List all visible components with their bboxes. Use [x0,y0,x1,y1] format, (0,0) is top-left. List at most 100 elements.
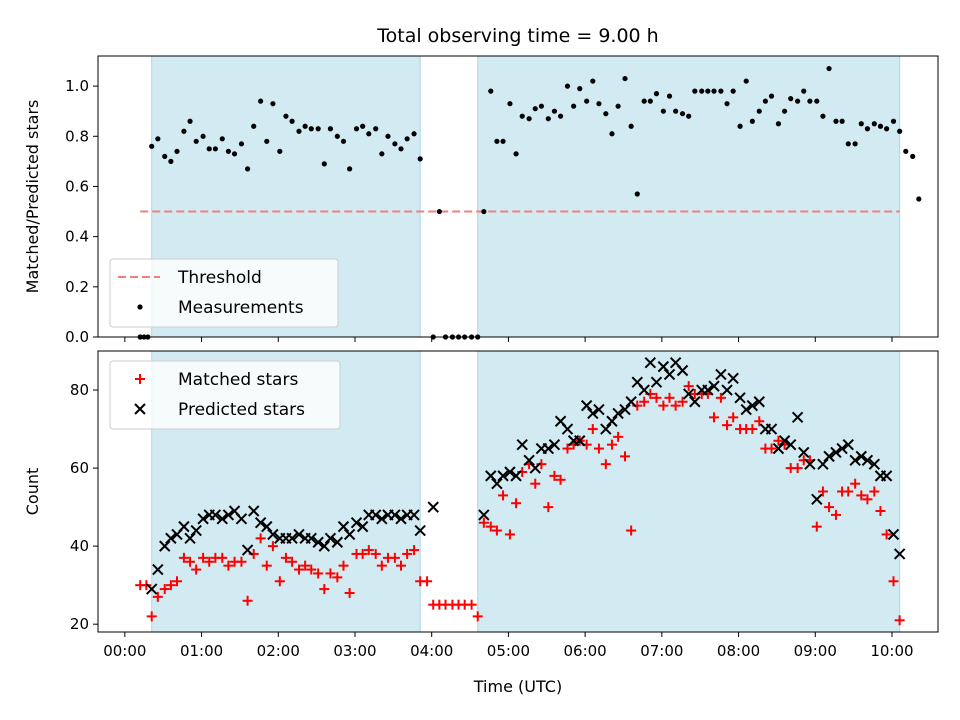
data-point [762,98,768,104]
data-point [222,509,235,521]
data-point [571,103,577,109]
data-point [792,463,803,474]
x-stroke [529,462,541,474]
data-point [241,544,254,556]
axes-frame [97,55,939,338]
data-point [347,166,353,172]
x-stroke [337,520,350,533]
data-point [887,528,900,541]
data-point [178,552,189,563]
data-point [190,524,202,537]
data-point [721,384,733,396]
data-point [340,138,347,144]
data-point [798,446,810,459]
data-point [152,591,163,602]
x-stroke [574,435,586,447]
x-stroke [491,477,503,490]
legend-box [109,258,339,328]
data-point [622,75,628,82]
data-point [414,524,426,537]
data-point [807,98,813,104]
data-point [325,568,336,579]
data-point [830,446,842,459]
x-stroke [682,388,695,400]
data-point [561,423,574,435]
x-stroke [254,517,267,529]
data-point [542,442,555,455]
data-point [498,490,509,501]
data-point [409,545,420,556]
data-point [734,392,746,404]
x-stroke [235,513,248,525]
data-point [293,528,305,541]
data-point [856,490,867,501]
x-stroke [708,380,720,392]
data-point [251,123,257,129]
legend: Threshold Measurements [109,258,339,328]
x-stroke [561,423,574,435]
data-point [606,415,618,427]
data-point [305,532,317,545]
data-point [313,568,324,579]
data-point [875,506,886,517]
x-stroke [190,524,202,537]
data-point [543,502,554,513]
x-stroke [312,536,324,548]
x-stroke [734,392,746,404]
data-point [510,470,522,482]
panels: 0.0 0.2 0.4 0.6 0.8 1.0 Matched/Predicted star… [23,55,939,660]
x-stroke [849,454,861,466]
data-point [839,118,845,124]
data-point [395,513,407,525]
data-point [261,560,272,571]
data-point [545,116,551,122]
data-point [172,576,183,587]
data-point [478,517,489,528]
x-stroke [855,450,867,463]
data-point [593,403,605,416]
data-point [709,412,719,423]
data-point [814,98,820,104]
data-point [817,486,828,497]
data-point [277,148,283,154]
x-stroke [389,509,401,521]
x-stroke [804,458,816,470]
data-point [781,108,788,114]
data-point [871,121,877,127]
x-stroke [222,509,235,521]
x-stroke [324,532,337,545]
y-tick-label: 0.4 [65,228,89,246]
data-point [258,98,264,104]
data-point [658,400,669,411]
y-tick-label: 0.2 [65,278,89,296]
data-point [327,126,334,132]
x-stroke [830,446,842,459]
x-stroke [216,513,228,525]
data-point [880,470,893,482]
series-x [145,357,906,595]
data-point [682,388,695,400]
data-point [280,552,291,563]
panel-1: 0.0 0.2 0.4 0.6 0.8 1.0 Matched/Predicted star… [23,55,939,346]
data-point [481,208,487,215]
data-point [577,86,583,92]
x-stroke [657,360,670,373]
data-point [287,556,298,567]
data-point [491,477,503,490]
data-point [511,498,522,509]
x-stroke [612,407,624,420]
data-point [191,564,202,575]
data-point [711,88,717,94]
x-stroke [554,415,567,427]
data-point [360,123,366,129]
x-stroke [261,520,273,533]
data-point [773,435,784,446]
legend-marker [134,403,146,415]
x-stroke [228,505,241,517]
legend: Matched stars Predicted stars [109,360,341,430]
data-point [254,517,267,529]
x-tick-label: 05:00 [487,642,530,660]
data-point [727,372,739,385]
data-point [149,143,155,149]
x-stroke [638,384,650,396]
